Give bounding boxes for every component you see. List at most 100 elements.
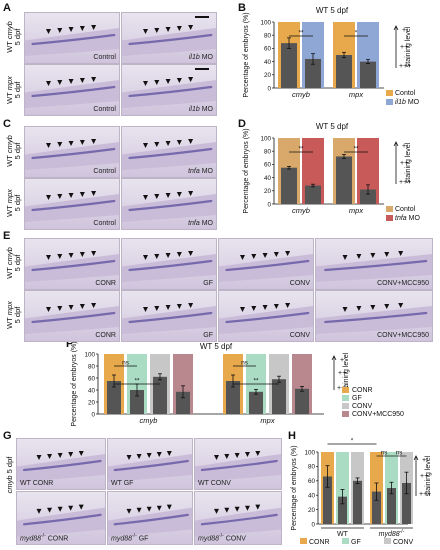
micrograph-g-wt-gf: WT GF xyxy=(107,438,193,490)
legend-swatch xyxy=(342,387,349,393)
arrowhead-marker xyxy=(370,305,376,310)
data-bar xyxy=(402,482,411,524)
y-axis-label: Percentage of embryos (%) xyxy=(243,128,250,213)
data-bar xyxy=(323,476,332,524)
chart-h: 0 20 40 60 80 100 Percentage of embryos (%) WT m… xyxy=(291,438,432,547)
fish-trunk-drawing xyxy=(108,504,192,537)
micrograph-e-mpx-conr: CONR xyxy=(24,290,120,342)
arrowhead-marker xyxy=(166,504,172,510)
micrograph-e-mpx-gf: GF xyxy=(121,290,217,342)
micrograph-c-mpx-mo: tnfa MO xyxy=(121,178,217,230)
stained-cells xyxy=(31,33,116,46)
chart-d: WT 5 dpf 0 20 40 60 80 100 Percentage of embryo… xyxy=(243,122,420,222)
arrowhead-marker xyxy=(234,506,240,512)
data-bar xyxy=(305,58,321,88)
significance-ns-label: ns xyxy=(122,360,130,367)
caption: Control xyxy=(93,168,116,175)
arrowhead-marker xyxy=(370,253,376,258)
arrowhead-marker xyxy=(188,25,194,30)
arrowhead-marker xyxy=(262,305,268,310)
significance-label: ** xyxy=(298,30,304,37)
fish-body xyxy=(219,254,313,282)
y-tick-label: 0 xyxy=(91,411,95,418)
staining-plus2: ++ xyxy=(400,160,408,167)
arrowhead-marker xyxy=(166,451,172,456)
staining-plus2: ++ xyxy=(420,473,428,480)
stained-cells xyxy=(200,459,278,472)
y-tick-label: 20 xyxy=(264,188,272,195)
significance-label: ** xyxy=(298,146,304,153)
staining-level-label: staining level xyxy=(343,352,350,393)
caption: myd88-/- CONR xyxy=(20,532,69,542)
legend-swatch xyxy=(342,395,349,401)
y-tick-label: 100 xyxy=(260,135,271,142)
x-category-label: mpx xyxy=(260,416,274,425)
fish-body xyxy=(195,454,281,482)
arrowhead-marker xyxy=(46,29,51,34)
stained-cells xyxy=(324,259,428,272)
scale-bar xyxy=(195,68,209,70)
fish-trunk-drawing xyxy=(316,251,432,282)
row-label-g: cmyb 5 dpf xyxy=(5,456,14,494)
micrograph-c-cmyb-control: Control xyxy=(24,126,120,178)
x-category-label: cmyb xyxy=(292,90,310,99)
row-label-c-cmyb: WT cmyb 5 dpf xyxy=(5,135,22,167)
caption: tnfa MO xyxy=(188,220,213,227)
fish-body xyxy=(219,306,313,334)
arrowhead-marker xyxy=(79,192,85,197)
micrograph-e-cmyb-mcc950: CONV+MCC950 xyxy=(315,238,433,290)
arrowhead-marker xyxy=(398,303,404,308)
arrowhead-marker xyxy=(79,304,85,309)
caption: Control xyxy=(93,54,116,61)
y-tick-label: 100 xyxy=(304,449,315,456)
caption: Control xyxy=(93,220,116,227)
arrowhead-marker xyxy=(46,195,51,200)
legend-label: Contol xyxy=(395,90,416,97)
fish-trunk-drawing xyxy=(122,25,216,56)
arrowhead-marker xyxy=(214,455,219,460)
legend-swatch xyxy=(384,538,391,544)
arrowhead-marker xyxy=(79,26,85,31)
fish-body xyxy=(25,142,119,170)
data-bar xyxy=(272,379,286,414)
fish-body xyxy=(316,306,432,334)
arrowhead-marker xyxy=(91,139,97,144)
row-label-a-cmyb: WT cmyb 5 dpf xyxy=(5,21,22,53)
stained-cells xyxy=(225,259,310,272)
legend-label: GF xyxy=(351,539,361,546)
significance-label: ** xyxy=(134,378,140,385)
fish-body xyxy=(25,306,119,334)
data-bar xyxy=(387,488,396,524)
x-category-label: myd88-/- xyxy=(379,529,405,538)
fish-body xyxy=(122,28,216,56)
legend-swatch xyxy=(386,215,393,221)
panel-label-g: G xyxy=(3,430,12,442)
arrowhead-marker xyxy=(91,251,97,256)
fish-trunk-drawing xyxy=(122,77,216,108)
arrowhead-marker xyxy=(156,452,162,457)
stained-cells xyxy=(31,259,116,272)
arrowhead-marker xyxy=(188,303,194,308)
arrowhead-marker xyxy=(176,26,182,31)
arrowhead-marker xyxy=(165,79,171,84)
micrograph-g-wt-conr: WT CONR xyxy=(16,438,106,490)
y-tick-label: 60 xyxy=(264,46,272,53)
arrowhead-marker xyxy=(244,505,250,511)
arrowhead-marker xyxy=(285,251,291,256)
fish-trunk-drawing xyxy=(219,251,313,282)
staining-plus: + xyxy=(402,143,406,150)
fish-trunk-drawing xyxy=(25,251,119,282)
stained-cells xyxy=(200,513,278,526)
arrowhead-marker xyxy=(398,251,404,256)
arrowhead-marker xyxy=(143,307,148,312)
stained-cells xyxy=(22,513,102,526)
data-bar xyxy=(353,480,362,524)
arrowhead-marker xyxy=(68,452,74,457)
arrowhead-marker xyxy=(156,505,162,511)
arrowhead-marker xyxy=(57,194,63,199)
arrowhead-marker xyxy=(136,454,142,459)
arrowhead-marker xyxy=(143,143,148,148)
fish-trunk-drawing xyxy=(122,139,216,170)
significance-label: * xyxy=(351,438,354,445)
legend-swatch xyxy=(342,411,349,417)
